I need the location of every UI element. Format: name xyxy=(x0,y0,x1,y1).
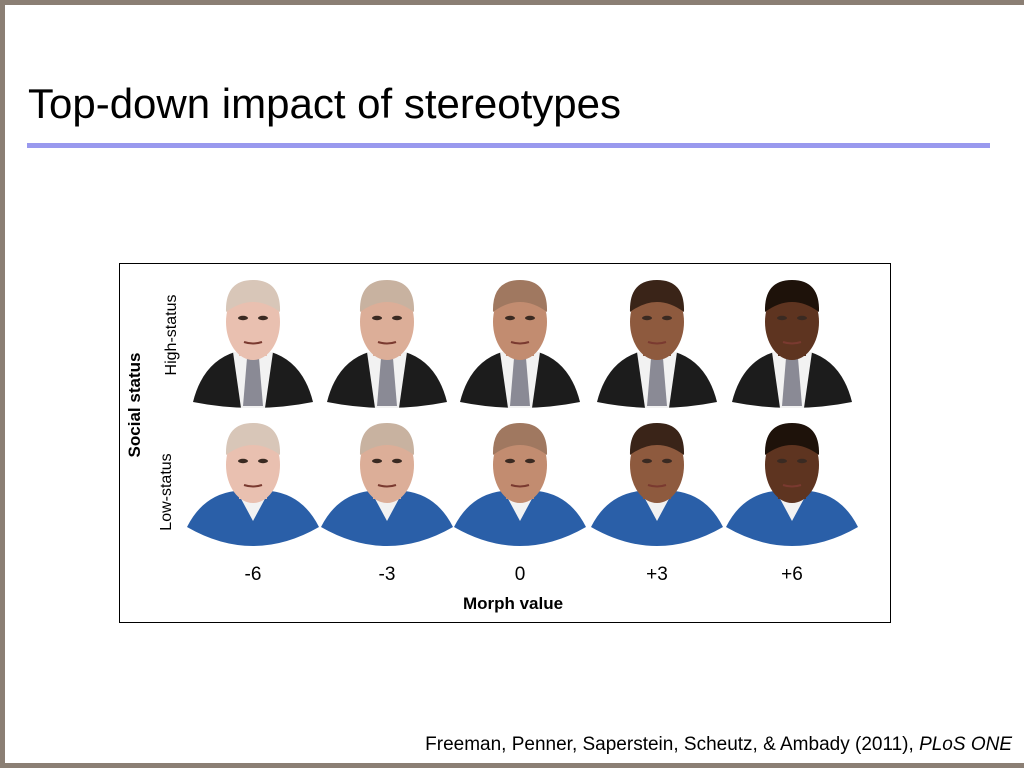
face-image xyxy=(193,280,313,408)
tie xyxy=(243,358,263,406)
row-label: High-status xyxy=(163,295,180,376)
mouth xyxy=(377,484,397,488)
face-image xyxy=(321,423,453,546)
eye xyxy=(797,315,807,321)
citation-journal: PLoS ONE xyxy=(919,734,1012,755)
eye xyxy=(642,315,652,321)
tie xyxy=(510,358,530,406)
mouth xyxy=(510,341,530,345)
hair xyxy=(764,280,820,312)
tie xyxy=(377,358,397,406)
hair xyxy=(359,280,415,312)
hair xyxy=(225,423,281,455)
row-label: Low-status xyxy=(158,453,175,530)
title-rule xyxy=(27,143,990,148)
eye xyxy=(505,315,515,321)
x-axis-label: Morph value xyxy=(463,594,563,613)
face-image xyxy=(454,423,586,546)
column-label: 0 xyxy=(515,564,526,585)
hair xyxy=(629,280,685,312)
eye xyxy=(525,315,535,321)
column-label: +6 xyxy=(781,564,803,585)
face-image xyxy=(591,423,723,546)
face-image xyxy=(460,280,580,408)
hair xyxy=(629,423,685,455)
mouth xyxy=(243,341,263,345)
eye xyxy=(372,458,382,464)
column-label: +3 xyxy=(646,564,668,585)
eye xyxy=(392,458,402,464)
eye xyxy=(662,458,672,464)
mouth xyxy=(510,484,530,488)
eye xyxy=(642,458,652,464)
mouth xyxy=(647,484,667,488)
mouth xyxy=(243,484,263,488)
face-image xyxy=(187,423,319,546)
eye xyxy=(372,315,382,321)
hair xyxy=(492,423,548,455)
eye xyxy=(505,458,515,464)
face-image xyxy=(597,280,717,408)
face-image xyxy=(327,280,447,408)
eye xyxy=(392,315,402,321)
eye xyxy=(238,315,248,321)
mouth xyxy=(377,341,397,345)
mouth xyxy=(647,341,667,345)
eye xyxy=(797,458,807,464)
citation-authors: Freeman, Penner, Saperstein, Scheutz, & … xyxy=(425,734,920,755)
eye xyxy=(777,315,787,321)
column-label: -6 xyxy=(245,564,262,585)
hair xyxy=(225,280,281,312)
eye xyxy=(258,458,268,464)
slide-title: Top-down impact of stereotypes xyxy=(28,80,621,127)
y-axis-label: Social status xyxy=(125,353,144,458)
mouth xyxy=(782,341,802,345)
tie xyxy=(782,358,802,406)
eye xyxy=(258,315,268,321)
hair xyxy=(764,423,820,455)
citation: Freeman, Penner, Saperstein, Scheutz, & … xyxy=(330,732,1012,758)
face-image xyxy=(726,423,858,546)
hair xyxy=(359,423,415,455)
eye xyxy=(238,458,248,464)
hair xyxy=(492,280,548,312)
tie xyxy=(647,358,667,406)
face-image xyxy=(732,280,852,408)
mouth xyxy=(782,484,802,488)
eye xyxy=(525,458,535,464)
eye xyxy=(662,315,672,321)
column-label: -3 xyxy=(379,564,396,585)
eye xyxy=(777,458,787,464)
